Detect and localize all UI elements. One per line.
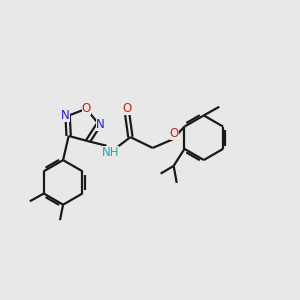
- Text: NH: NH: [102, 146, 119, 159]
- Text: O: O: [82, 102, 91, 115]
- Text: N: N: [96, 118, 105, 131]
- Text: N: N: [61, 110, 70, 122]
- Text: O: O: [123, 102, 132, 115]
- Text: O: O: [170, 127, 179, 140]
